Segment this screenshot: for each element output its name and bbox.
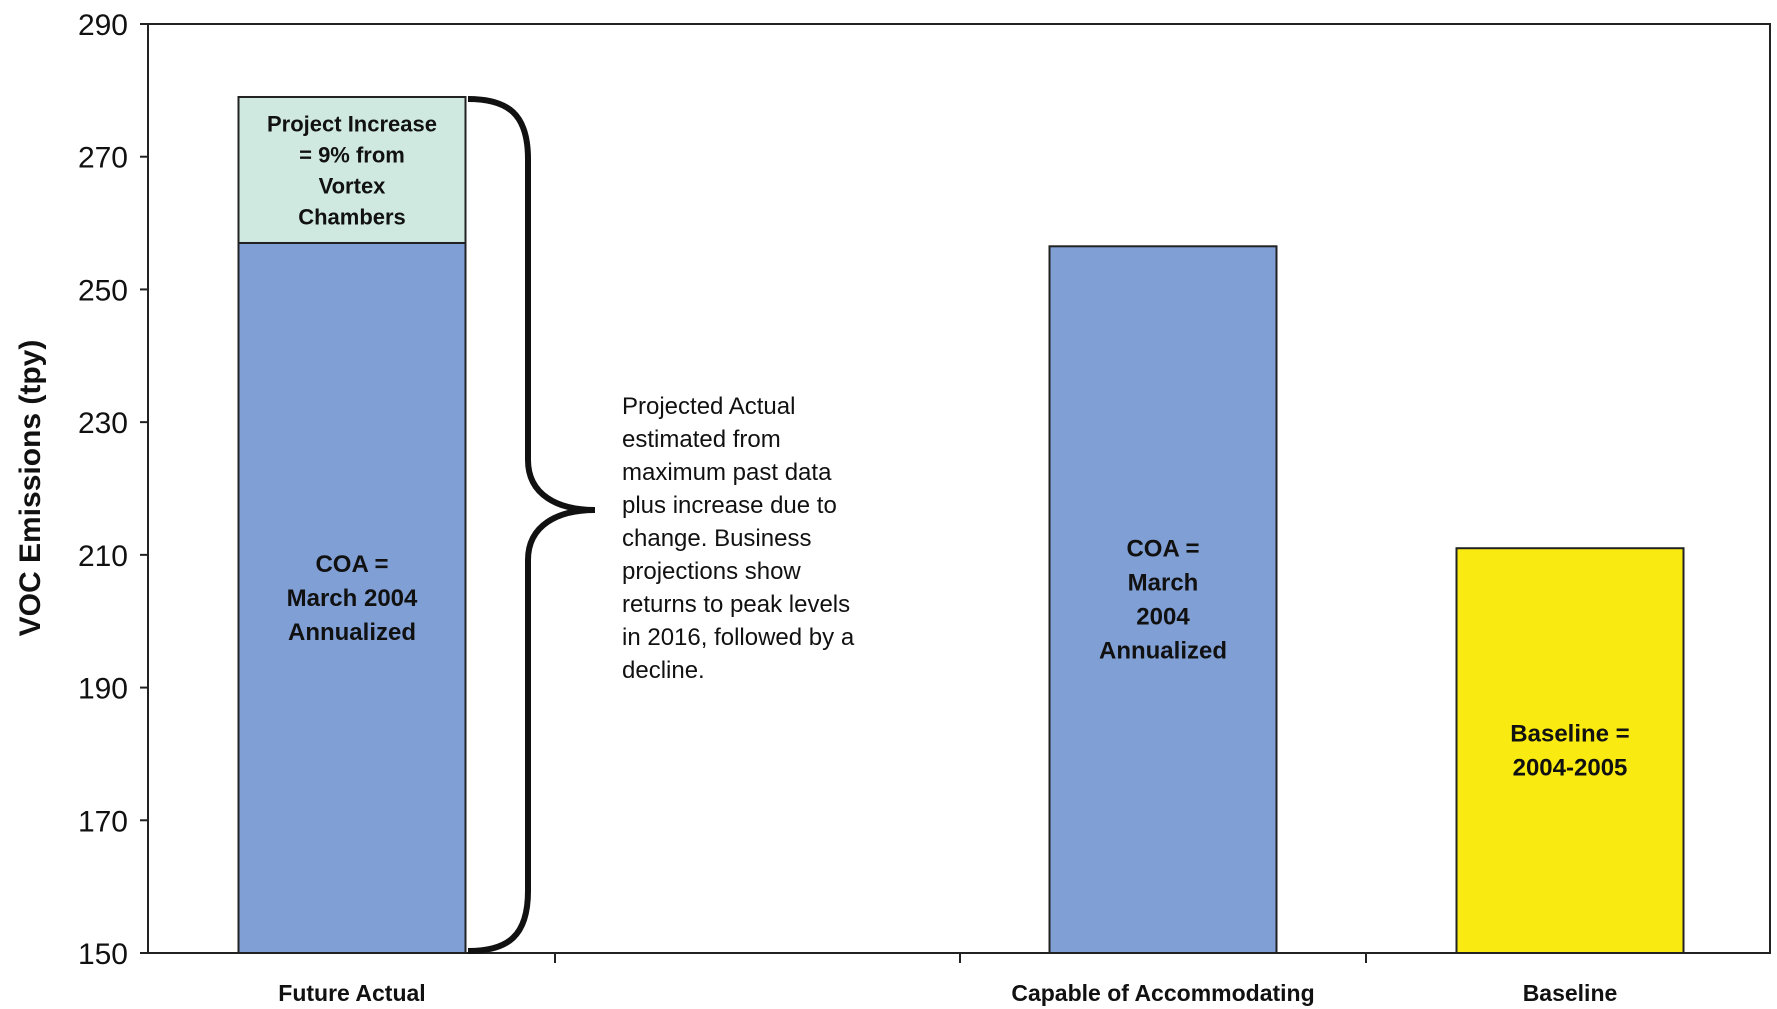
x-category-label: Capable of Accommodating: [1011, 980, 1314, 1006]
bar-segment-label: COA = March 2004 Annualized: [287, 551, 418, 646]
annotation-text: Projected Actual estimated from maximum pa…: [622, 393, 855, 684]
y-tick-label: 290: [78, 9, 128, 42]
annotation-line: in 2016, followed by a: [622, 624, 855, 651]
annotation-line: projections show: [622, 558, 801, 585]
y-tick-label: 230: [78, 407, 128, 440]
bar-segment: [237, 241, 467, 954]
y-tick-label: 150: [78, 938, 128, 971]
bar-label-line: March: [1128, 570, 1199, 597]
bar-segment-label: COA = March 2004 Annualized: [1099, 536, 1227, 665]
bar-label-line: COA =: [1126, 536, 1199, 563]
bar-label-line: Project Increase: [267, 111, 437, 136]
annotation-line: plus increase due to: [622, 492, 837, 519]
bar-label-line: Annualized: [288, 619, 416, 646]
annotation-line: change. Business: [622, 525, 811, 552]
x-category-label: Future Actual: [278, 980, 425, 1006]
bar-segment: [1048, 245, 1278, 954]
bar-segment-label: Project Increase = 9% from Vortex Chambers: [267, 111, 437, 229]
y-tick-label: 170: [78, 805, 128, 838]
x-category-label: Baseline: [1523, 980, 1618, 1006]
annotation: Projected Actual estimated from maximum pa…: [467, 95, 855, 954]
bar-segment-label: Baseline = 2004-2005: [1510, 721, 1629, 782]
bar-label-line: Baseline =: [1510, 721, 1629, 748]
bar-label-line: Annualized: [1099, 638, 1227, 665]
y-axis: 150 170 190 210 230 250 270 290: [78, 9, 148, 971]
y-tick-label: 210: [78, 540, 128, 573]
annotation-line: Projected Actual: [622, 393, 795, 420]
y-tick-label: 270: [78, 142, 128, 175]
bar-label-line: COA =: [315, 551, 388, 578]
bar-segment: [1455, 547, 1685, 954]
curly-brace: [467, 95, 596, 954]
bar-label-line: 2004: [1136, 604, 1190, 631]
bar-label-line: March 2004: [287, 585, 418, 612]
annotation-line: maximum past data: [622, 459, 832, 486]
x-axis: Future Actual Capable of Accommodating Bas…: [278, 953, 1617, 1006]
bar-label-line: = 9% from: [299, 142, 405, 167]
bar-label-line: 2004-2005: [1513, 755, 1628, 782]
y-axis-title: VOC Emissions (tpy): [14, 340, 47, 637]
bar-label-line: Vortex: [319, 173, 387, 198]
annotation-line: estimated from: [622, 426, 781, 453]
bar-segment: [237, 95, 467, 244]
y-tick-label: 190: [78, 673, 128, 706]
annotation-line: returns to peak levels: [622, 591, 850, 618]
bar-label-line: Chambers: [298, 204, 406, 229]
annotation-line: decline.: [622, 657, 705, 684]
bars: COA = March 2004 Annualized Project Increas…: [237, 95, 1685, 954]
y-tick-label: 250: [78, 274, 128, 307]
